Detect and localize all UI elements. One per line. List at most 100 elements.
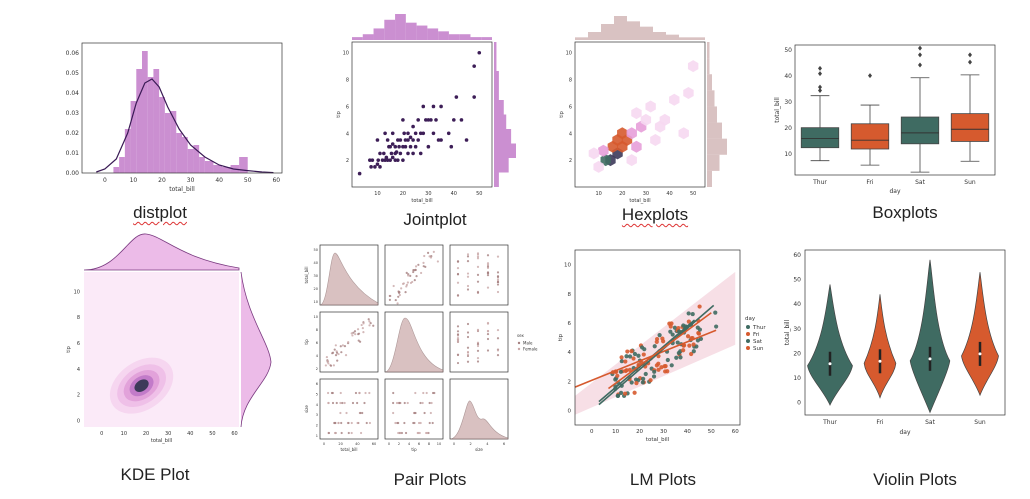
pair-point bbox=[364, 391, 367, 395]
x-axis-label: total_bill bbox=[646, 437, 670, 443]
legend-marker bbox=[746, 325, 750, 329]
y-tick-label: 0.00 bbox=[66, 170, 80, 177]
pair-point bbox=[341, 401, 344, 405]
scatter-point bbox=[619, 359, 624, 364]
scatter-point bbox=[656, 354, 661, 359]
pair-point bbox=[496, 337, 500, 340]
scatter-point bbox=[675, 340, 680, 345]
pair-point bbox=[353, 330, 357, 333]
x-tick-label: 20 bbox=[158, 177, 166, 184]
pair-point bbox=[356, 421, 359, 425]
marginal-bar bbox=[601, 24, 614, 40]
marginal-bar bbox=[653, 32, 666, 40]
histogram-bar bbox=[124, 129, 131, 173]
pair-point bbox=[425, 391, 428, 395]
pair-point bbox=[327, 362, 330, 365]
pair-point bbox=[476, 273, 480, 276]
pair-point bbox=[397, 421, 400, 425]
marginal-bar bbox=[373, 28, 385, 40]
scatter-point bbox=[403, 138, 408, 142]
marginal-bar bbox=[416, 25, 428, 40]
scatter-point bbox=[383, 131, 387, 136]
pair-point bbox=[486, 262, 490, 265]
pair-point bbox=[428, 421, 431, 425]
violin bbox=[961, 272, 999, 397]
kde-contour bbox=[134, 379, 149, 392]
pair-point bbox=[407, 274, 410, 277]
scatter-point bbox=[695, 338, 701, 343]
marginal-bar bbox=[395, 14, 406, 40]
scatter-point bbox=[389, 151, 394, 156]
x-tick-label: 20 bbox=[400, 191, 406, 197]
histogram-bar bbox=[213, 165, 222, 173]
marginal-bar bbox=[470, 37, 482, 40]
y-tick-label: 10 bbox=[74, 289, 80, 295]
scatter-point bbox=[403, 144, 408, 149]
scatter-point bbox=[619, 355, 624, 360]
boxplot-panel: Thur Fri Sat Sun 10 20 30 40 50 day total_bill bbox=[765, 40, 1005, 200]
x-tick-label: 20 bbox=[619, 191, 625, 197]
scatter-point bbox=[634, 381, 639, 386]
pair-point bbox=[404, 431, 408, 435]
x-tick-label: 4 bbox=[486, 442, 489, 446]
scatter-point bbox=[411, 151, 415, 156]
violin bbox=[909, 259, 951, 414]
pair-point bbox=[426, 431, 429, 435]
pair-point bbox=[406, 281, 409, 284]
y-axis-label: total_bill bbox=[774, 97, 781, 123]
scatter-point bbox=[406, 131, 410, 136]
pair-point bbox=[422, 261, 425, 264]
x-tick-label: Sun bbox=[974, 419, 986, 426]
scatter-point bbox=[642, 347, 647, 352]
y-tick-label: 20 bbox=[314, 287, 318, 291]
pair-point bbox=[397, 295, 400, 298]
pair-point bbox=[363, 401, 366, 405]
pair-point bbox=[496, 354, 500, 357]
scatter-point bbox=[618, 390, 624, 395]
pair-point bbox=[419, 401, 422, 405]
scatter-point bbox=[678, 355, 683, 360]
plot-frame bbox=[81, 42, 283, 174]
outlier-point bbox=[868, 73, 872, 79]
histogram-bar bbox=[142, 51, 148, 173]
marginal-bar bbox=[459, 34, 471, 40]
scatter-point bbox=[641, 352, 646, 357]
hex-cell bbox=[600, 154, 611, 167]
scatter-point bbox=[624, 368, 629, 373]
scatter-point bbox=[631, 356, 636, 361]
pair-point bbox=[433, 391, 436, 395]
violin-median bbox=[928, 357, 932, 361]
violin bbox=[863, 294, 897, 399]
pair-point bbox=[466, 350, 470, 354]
scatter-point bbox=[629, 349, 634, 354]
pair-point bbox=[476, 349, 480, 352]
pair-point bbox=[403, 421, 406, 425]
plot-frame bbox=[574, 41, 706, 188]
histogram-bar bbox=[164, 113, 171, 173]
pair-point bbox=[327, 401, 330, 405]
x-axis-label: day bbox=[899, 429, 910, 436]
marginal-bar bbox=[384, 19, 396, 40]
y-axis-label: size bbox=[304, 405, 309, 413]
y-tick-label: 4 bbox=[77, 367, 80, 373]
pairplot-panel: 10 20 30 40 50 total_bill 2 4 6 8 10 tip 1 2 3 4 5 6 0 20 40… bbox=[300, 240, 545, 455]
x-tick-label: 20 bbox=[636, 429, 643, 435]
pair-point bbox=[360, 323, 363, 327]
pair-point bbox=[336, 359, 339, 362]
pair-point bbox=[352, 331, 355, 334]
x-tick-label: 2 bbox=[470, 442, 472, 446]
hex-cell bbox=[678, 127, 689, 140]
scatter-point bbox=[618, 369, 623, 374]
pair-point bbox=[429, 256, 433, 259]
pair-point bbox=[466, 360, 470, 363]
x-tick-label: 0 bbox=[590, 429, 594, 435]
scatter-point bbox=[622, 391, 628, 396]
pair-point bbox=[331, 351, 335, 354]
scatter-point bbox=[446, 131, 451, 136]
y-tick-label: 30 bbox=[314, 274, 318, 278]
pair-point bbox=[413, 411, 416, 415]
y-tick-label: 4 bbox=[316, 354, 319, 358]
pair-point bbox=[326, 360, 330, 363]
pair-point bbox=[429, 411, 432, 415]
scatter-point bbox=[464, 138, 469, 142]
